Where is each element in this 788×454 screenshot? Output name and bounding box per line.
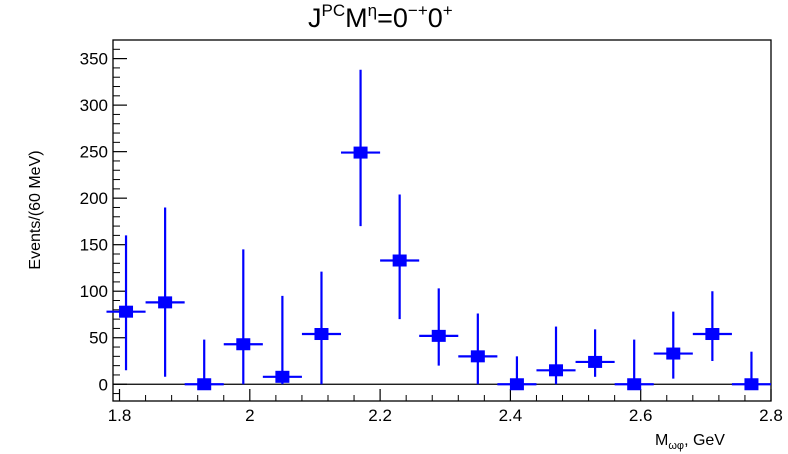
title-sup-pc: PC — [322, 1, 346, 20]
x-axis-ticks: 1.8 2 2.2 2.4 2.6 2.8 — [108, 389, 783, 425]
data-point — [692, 291, 732, 361]
title-sup-parity: −+ — [408, 1, 428, 20]
x-tick-label: 2.2 — [368, 406, 392, 425]
data-marker — [509, 378, 524, 391]
data-marker — [627, 378, 642, 391]
data-point — [184, 339, 224, 391]
data-point — [262, 295, 302, 385]
x-tick-label: 2.6 — [629, 406, 653, 425]
data-marker — [353, 146, 368, 159]
y-tick-label: 200 — [80, 189, 108, 208]
data-point — [653, 311, 693, 379]
data-points — [106, 69, 771, 391]
data-point — [575, 329, 615, 377]
x-axis-label-unit: , GeV — [684, 432, 725, 449]
data-point — [223, 249, 263, 385]
data-marker — [431, 329, 446, 342]
data-marker — [705, 328, 720, 341]
data-marker — [119, 305, 134, 318]
data-point — [419, 288, 459, 366]
data-marker — [314, 328, 329, 341]
data-point — [536, 326, 576, 385]
data-point — [341, 69, 381, 227]
y-axis-label: Events/(60 MeV) — [27, 150, 44, 269]
data-marker — [275, 370, 290, 383]
chart-title: JPCMη=0−+0+ — [308, 1, 453, 33]
data-point — [301, 271, 342, 385]
x-axis-label-sub: ωφ — [668, 440, 684, 452]
data-marker — [470, 350, 485, 363]
title-main: J — [308, 3, 322, 33]
y-tick-label: 0 — [99, 375, 108, 394]
x-tick-label: 1.8 — [108, 406, 132, 425]
y-tick-label: 350 — [80, 50, 108, 69]
title-mid: M — [345, 3, 368, 33]
data-point — [614, 339, 654, 391]
y-axis-ticks: 0 50 100 150 200 250 300 350 — [80, 39, 127, 394]
y-tick-label: 300 — [80, 96, 108, 115]
y-tick-label: 100 — [80, 282, 108, 301]
title-sup-eta: η — [368, 1, 377, 20]
x-tick-label: 2.8 — [759, 406, 783, 425]
data-marker — [588, 355, 603, 368]
x-axis-label-main: M — [655, 432, 668, 449]
data-marker — [666, 347, 681, 360]
y-tick-label: 150 — [80, 236, 108, 255]
y-tick-label: 50 — [89, 329, 108, 348]
data-point — [458, 313, 498, 385]
data-point — [380, 194, 420, 320]
x-tick-label: 2 — [245, 406, 254, 425]
title-eq: =0 — [377, 3, 408, 33]
data-marker — [236, 338, 251, 351]
svg-text:JPCMη=0−+0+: JPCMη=0−+0+ — [308, 1, 453, 33]
data-marker — [158, 296, 173, 309]
plot-frame — [112, 39, 772, 402]
x-axis-label: Mωφ, GeV — [655, 432, 725, 452]
data-point — [145, 207, 185, 377]
y-tick-label: 250 — [80, 143, 108, 162]
data-marker — [197, 378, 212, 391]
data-marker — [744, 378, 759, 391]
x-tick-label: 2.4 — [499, 406, 523, 425]
data-point — [497, 356, 537, 391]
data-marker — [549, 364, 564, 377]
data-marker — [392, 254, 407, 267]
data-point — [731, 351, 771, 391]
data-point — [106, 235, 146, 371]
title-sup-plus: + — [443, 1, 453, 20]
title-tail: 0 — [428, 3, 443, 33]
